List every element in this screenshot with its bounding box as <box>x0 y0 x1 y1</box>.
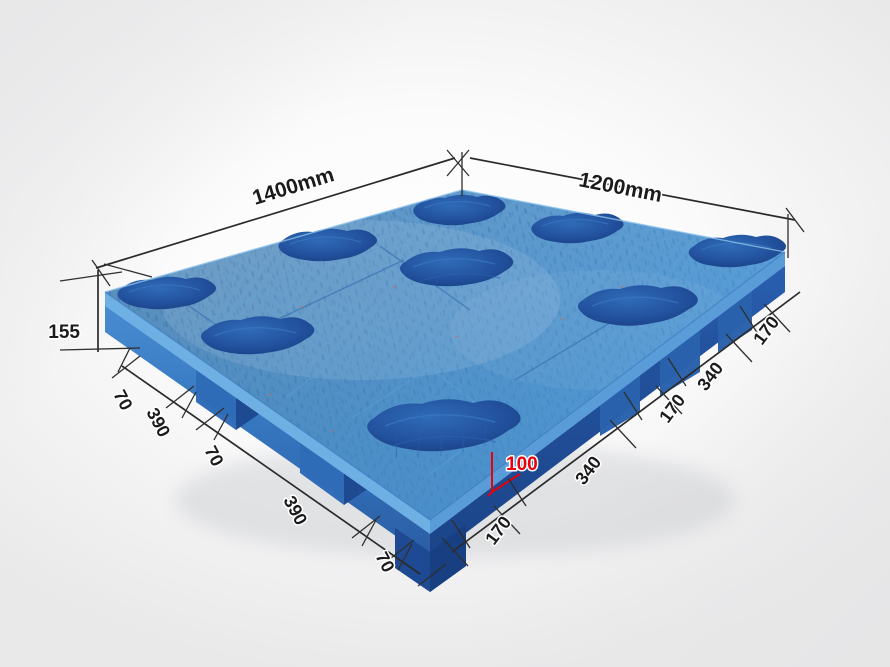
pallet-foot <box>413 194 506 226</box>
pallet-foot <box>399 248 514 287</box>
pallet-foot <box>367 399 521 459</box>
pallet-feet-group <box>117 194 787 459</box>
dimension-label-length: 1400mm <box>250 163 337 210</box>
pallet-foot <box>278 228 378 262</box>
dimension-label-170-c: 170 <box>749 312 783 348</box>
dimension-skirt-height-100: 100 <box>487 452 539 497</box>
pallet-deck-rim-right <box>430 252 785 534</box>
pallet-foot <box>688 234 787 268</box>
pallet-foot <box>117 276 217 310</box>
dimension-label-height: 155 <box>48 322 80 343</box>
dimension-height-155: 155 <box>47 263 153 352</box>
pallet-foot <box>531 212 624 244</box>
pallet-deck-rim-left <box>105 292 430 534</box>
dimension-label-70-a: 70 <box>109 386 136 413</box>
pallet-foot <box>200 316 315 355</box>
dimension-label-70-b: 70 <box>200 442 227 469</box>
dimension-label-390-a: 390 <box>142 404 174 440</box>
dimension-label-skirt-100: 100 <box>506 454 538 475</box>
pallet-foot <box>577 285 698 326</box>
dimension-label-width: 1200mm <box>577 168 664 207</box>
